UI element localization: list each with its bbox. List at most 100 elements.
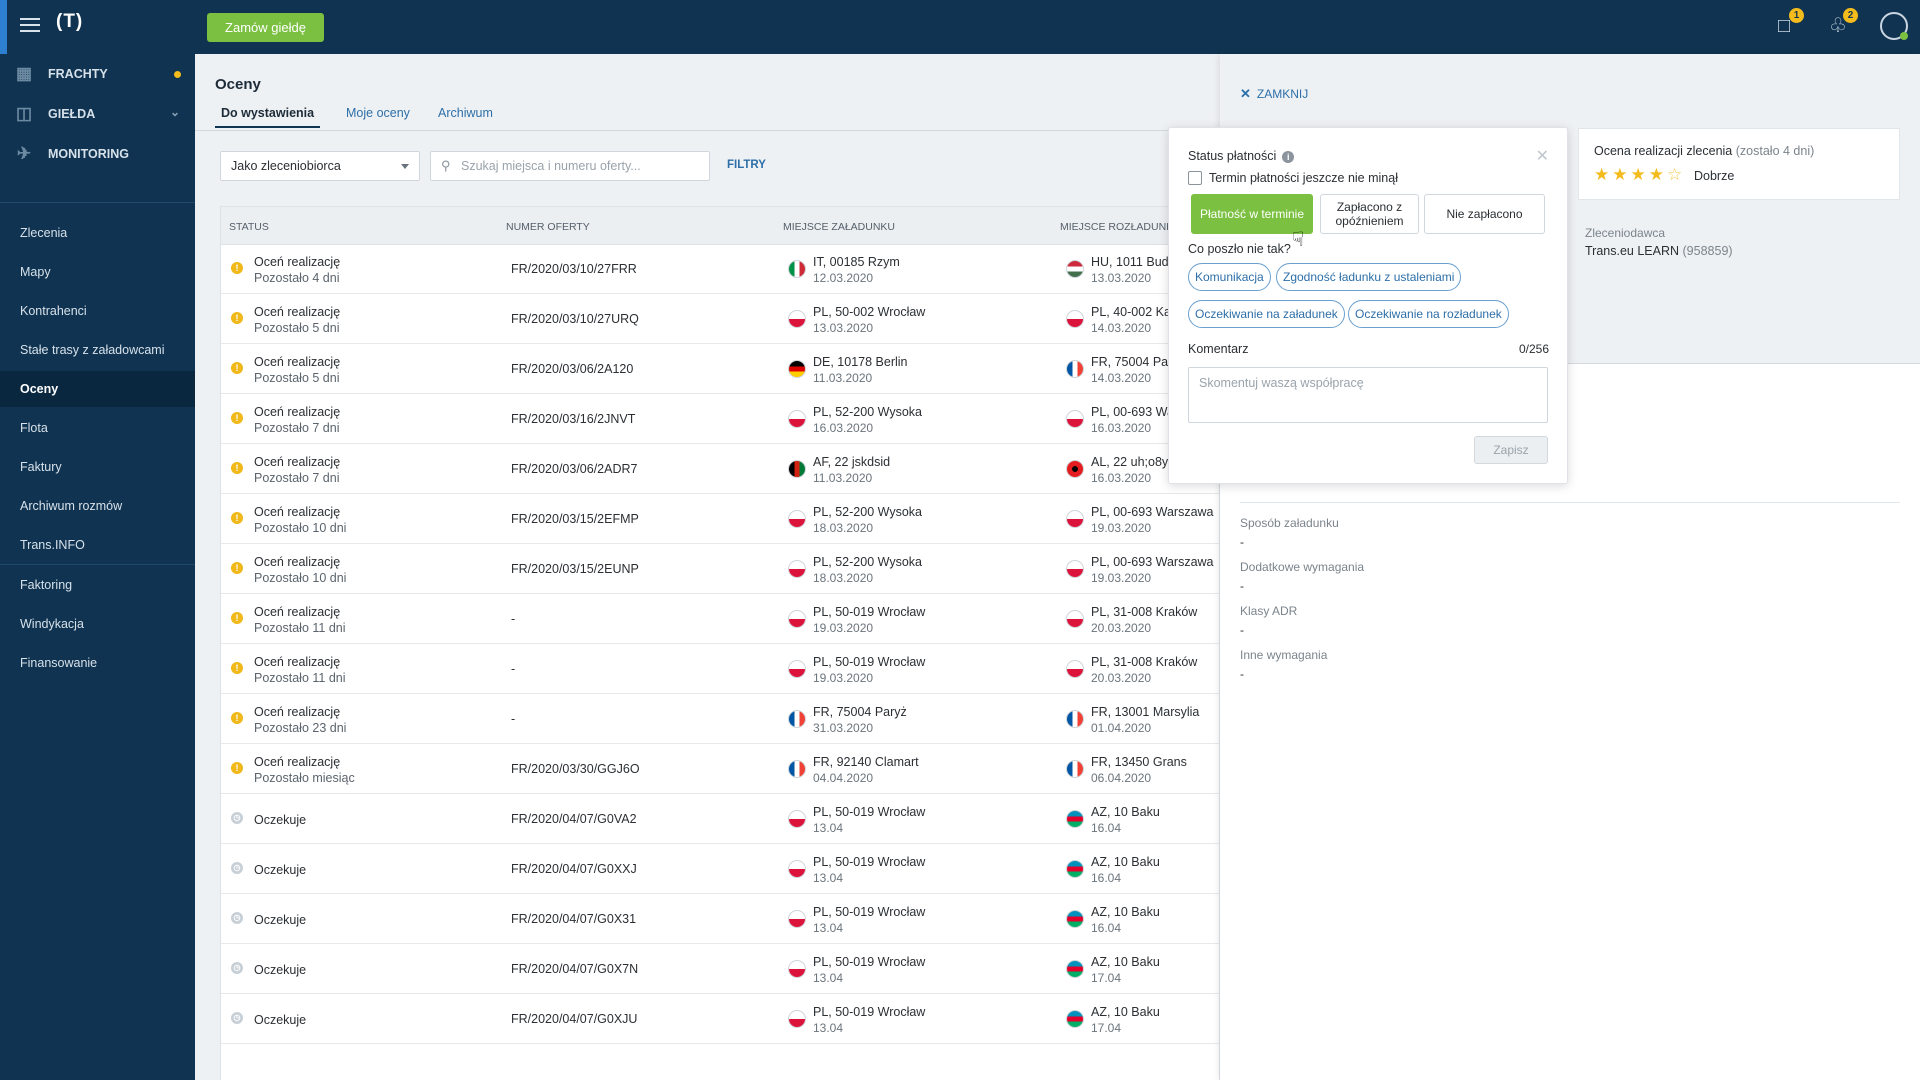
role-select-value: Jako zleceniobiorca <box>231 159 341 173</box>
comment-textarea[interactable] <box>1188 367 1548 423</box>
tab-archiwum[interactable]: Archiwum <box>438 106 493 120</box>
order-exchange-button[interactable]: Zamów giełdę <box>207 13 324 42</box>
unloading-city: PL, 00-693 Warszawa <box>1091 555 1214 569</box>
status-text[interactable]: Oceń realizację <box>254 705 341 719</box>
offer-number: FR/2020/03/16/2JNVT <box>511 412 636 426</box>
table-row[interactable]: ◷ Oczekuje FR/2020/04/07/G0X7N PL, 50-019 W… <box>221 945 1219 994</box>
offer-number: FR/2020/03/15/2EFMP <box>511 512 639 526</box>
flag-fr-icon <box>788 710 806 728</box>
sidebar: ▦ FRACHTY ◫ GIEŁDA ⌄ ✈ MONITORING Zlecen… <box>0 54 195 1080</box>
star-filled-icon[interactable]: ★ <box>1630 165 1649 184</box>
sidebar-item-gielda[interactable]: ◫ GIEŁDA ⌄ <box>0 94 195 134</box>
unloading-date: 16.03.2020 <box>1091 421 1152 435</box>
table-row[interactable]: ◷ Oczekuje FR/2020/04/07/G0VA2 PL, 50-019 W… <box>221 795 1219 844</box>
sidebar-item-finansowanie[interactable]: Finansowanie <box>20 656 98 670</box>
table-row[interactable]: ! Oceń realizację Pozostało 4 dni FR/2020/0… <box>221 245 1219 294</box>
tag-communication[interactable]: Komunikacja <box>1188 263 1271 291</box>
remaining-time: Pozostało 11 dni <box>254 671 346 685</box>
sidebar-item-kontrahenci[interactable]: Kontrahenci <box>20 304 87 318</box>
status-text[interactable]: Oceń realizację <box>254 455 341 469</box>
logo[interactable]: (T) <box>56 11 84 32</box>
column-header-unloading[interactable]: MIEJSCE ROZŁADUNKU <box>1060 221 1181 233</box>
table-row[interactable]: ! Oceń realizację Pozostało 5 dni FR/2020/0… <box>221 295 1219 344</box>
sidebar-item-mapy[interactable]: Mapy <box>20 265 51 279</box>
status-text[interactable]: Oceń realizację <box>254 655 341 669</box>
tag-cargo-compliance[interactable]: Zgodność ładunku z ustaleniami <box>1276 263 1462 291</box>
table-row[interactable]: ◷ Oczekuje FR/2020/04/07/G0X31 PL, 50-019 W… <box>221 895 1219 944</box>
table-row[interactable]: ◷ Oczekuje FR/2020/04/07/G0XXJ PL, 50-019 W… <box>221 845 1219 894</box>
sidebar-item-archiwum-rozmow[interactable]: Archiwum rozmów <box>20 499 123 513</box>
filters-link[interactable]: FILTRY <box>727 159 766 171</box>
status-text[interactable]: Oceń realizację <box>254 305 341 319</box>
close-panel-button[interactable]: ✕ ZAMKNIJ <box>1240 86 1308 102</box>
table-row[interactable]: ! Oceń realizację Pozostało 10 dni FR/2020/… <box>221 545 1219 594</box>
close-icon[interactable]: ✕ <box>1535 148 1549 165</box>
status-text[interactable]: Oceń realizację <box>254 405 341 419</box>
sidebar-item-oceny[interactable]: Oceny <box>0 371 195 407</box>
unloading-city: HU, 1011 Buda <box>1091 255 1176 269</box>
loading-place: PL, 50-019 Wrocław 13.04 <box>813 954 925 986</box>
table-row[interactable]: ! Oceń realizację Pozostało 7 dni FR/2020/0… <box>221 395 1219 444</box>
remaining-time: Pozostało 23 dni <box>254 721 347 735</box>
user-avatar-icon[interactable] <box>1880 12 1908 40</box>
unpaid-button[interactable]: Nie zapłacono <box>1424 194 1545 234</box>
sidebar-item-frachty[interactable]: ▦ FRACHTY <box>0 54 195 94</box>
table-row[interactable]: ! Oceń realizację Pozostało 10 dni FR/2020/… <box>221 495 1219 544</box>
paid-late-button[interactable]: Zapłacono z opóźnieniem <box>1320 194 1419 234</box>
star-filled-icon[interactable]: ★ <box>1612 165 1631 184</box>
status-text[interactable]: Oceń realizację <box>254 605 341 619</box>
flag-pl-icon <box>788 610 806 628</box>
table-row[interactable]: ! Oceń realizację Pozostało miesiąc FR/2020… <box>221 745 1219 794</box>
messages-icon[interactable]: □ 1 <box>1772 8 1804 38</box>
tab-do-wystawienia[interactable]: Do wystawienia <box>215 106 321 128</box>
sidebar-item-faktoring[interactable]: Faktoring <box>20 578 73 592</box>
offer-number: FR/2020/03/10/27URQ <box>511 312 639 326</box>
row-status: Oceń realizację Pozostało 11 dni <box>254 604 346 636</box>
sidebar-item-trans-info[interactable]: Trans.INFO <box>20 538 85 552</box>
sidebar-item-monitoring[interactable]: ✈ MONITORING <box>0 134 195 174</box>
column-header-loading[interactable]: MIEJSCE ZAŁADUNKU <box>783 221 896 233</box>
table-row[interactable]: ! Oceń realizację Pozostało 23 dni - FR, 750… <box>221 695 1219 744</box>
tab-moje-oceny[interactable]: Moje oceny <box>346 106 410 120</box>
loading-city: FR, 92140 Clamart <box>813 755 919 769</box>
tag-loading-wait[interactable]: Oczekiwanie na załadunek <box>1188 300 1345 328</box>
table-row[interactable]: ! Oceń realizację Pozostało 7 dni FR/2020/0… <box>221 445 1219 494</box>
sidebar-item-flota[interactable]: Flota <box>20 421 48 435</box>
table-header: STATUS NUMER OFERTY MIEJSCE ZAŁADUNKU MI… <box>221 207 1219 245</box>
sidebar-item-faktury[interactable]: Faktury <box>20 460 62 474</box>
save-button[interactable]: Zapisz <box>1474 436 1548 464</box>
loading-date: 18.03.2020 <box>813 521 874 535</box>
hamburger-menu-icon[interactable] <box>20 18 40 32</box>
sidebar-item-windykacja[interactable]: Windykacja <box>20 617 84 631</box>
sidebar-item-zlecenia[interactable]: Zlecenia <box>20 226 68 240</box>
column-header-status[interactable]: STATUS <box>229 221 269 233</box>
status-text[interactable]: Oceń realizację <box>254 355 341 369</box>
table-row[interactable]: ! Oceń realizację Pozostało 11 dni - PL, 50-… <box>221 645 1219 694</box>
star-empty-icon[interactable]: ☆ <box>1667 165 1686 184</box>
unloading-date: 20.03.2020 <box>1091 671 1152 685</box>
tag-unloading-wait[interactable]: Oczekiwanie na rozładunek <box>1348 300 1509 328</box>
status-text[interactable]: Oceń realizację <box>254 255 341 269</box>
payment-not-due-checkbox[interactable] <box>1188 171 1202 185</box>
status-text[interactable]: Oceń realizację <box>254 555 341 569</box>
table-row[interactable]: ! Oceń realizację Pozostało 11 dni - PL, 50-… <box>221 595 1219 644</box>
info-icon[interactable]: i <box>1282 151 1295 163</box>
loading-place: PL, 50-019 Wrocław 13.04 <box>813 804 925 836</box>
table-row[interactable]: ◷ Oczekuje FR/2020/04/07/G0XJU PL, 50-019 W… <box>221 995 1219 1044</box>
status-text[interactable]: Oceń realizację <box>254 505 341 519</box>
remaining-time: Pozostało 10 dni <box>254 571 347 585</box>
star-filled-icon[interactable]: ★ <box>1648 165 1667 184</box>
status-text[interactable]: Oceń realizację <box>254 755 341 769</box>
role-select[interactable]: Jako zleceniobiorca <box>220 151 420 181</box>
column-header-offer[interactable]: NUMER OFERTY <box>506 221 590 233</box>
paid-on-time-button[interactable]: Płatność w terminie <box>1191 194 1313 234</box>
rating-word: Dobrze <box>1694 169 1735 183</box>
checkbox-label[interactable]: Termin płatności jeszcze nie minął <box>1209 171 1398 185</box>
detail-value: - <box>1240 535 1244 549</box>
sidebar-item-stale-trasy[interactable]: Stałe trasy z załadowcami <box>20 343 165 357</box>
star-filled-icon[interactable]: ★ <box>1594 165 1613 184</box>
table-row[interactable]: ! Oceń realizację Pozostało 5 dni FR/2020/0… <box>221 345 1219 394</box>
bell-icon[interactable]: ♧ 2 <box>1826 8 1858 38</box>
search-input[interactable] <box>461 157 701 175</box>
loading-city: PL, 50-019 Wrocław <box>813 855 926 869</box>
